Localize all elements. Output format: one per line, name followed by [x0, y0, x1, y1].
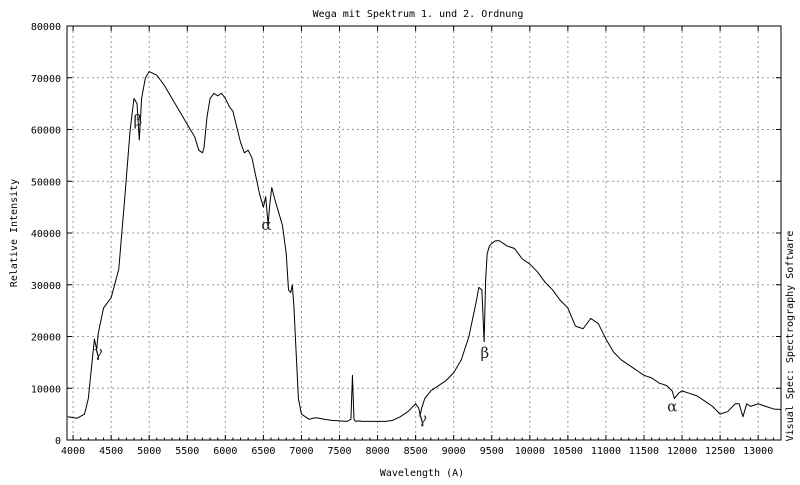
x-tick-label: 12000 [667, 446, 697, 457]
spectral-line-label: β [133, 111, 142, 129]
spectral-line-label: β [481, 344, 490, 362]
y-axis-label: Relative Intensity [9, 179, 20, 287]
x-tick-label: 5000 [137, 446, 161, 457]
side-credit-label: Visual Spec: Spectrography Software [785, 231, 796, 442]
x-tick-label: 9000 [442, 446, 466, 457]
x-tick-label: 6500 [251, 446, 275, 457]
x-tick-label: 12500 [705, 446, 735, 457]
x-tick-label: 10500 [553, 446, 583, 457]
x-tick-label: 11000 [591, 446, 621, 457]
x-tick-label: 8500 [404, 446, 428, 457]
y-tick-label: 60000 [31, 126, 61, 137]
x-tick-label: 7000 [289, 446, 313, 457]
annotations: γ β α γ β α [94, 111, 677, 427]
x-tick-label: 13000 [743, 446, 773, 457]
y-tick-label: 30000 [31, 281, 61, 292]
spectral-line-label: γ [418, 409, 427, 427]
spectral-line-label: α [261, 216, 271, 234]
x-axis-label: Wavelength (A) [380, 468, 464, 479]
series-layer [67, 71, 782, 422]
y-tick-label: 80000 [31, 22, 61, 33]
x-tick-label: 11500 [629, 446, 659, 457]
x-tick-label: 4500 [99, 446, 123, 457]
spectrum-line [67, 71, 782, 422]
y-tick-label: 40000 [31, 229, 61, 240]
x-tick-label: 8000 [366, 446, 390, 457]
x-tick-label: 9500 [480, 446, 504, 457]
y-tick-label: 0 [55, 436, 61, 447]
chart-title: Wega mit Spektrum 1. und 2. Ordnung [313, 9, 524, 20]
x-tick-label: 5500 [175, 446, 199, 457]
x-tick-label: 4000 [61, 446, 85, 457]
axes: 4000 4500 5000 5500 6000 6500 7000 7500 8000 8500… [31, 22, 782, 457]
spectral-line-label: γ [94, 343, 103, 361]
y-tick-label: 70000 [31, 74, 61, 85]
grid [67, 25, 781, 441]
x-tick-label: 6000 [213, 446, 237, 457]
x-tick-label: 7500 [327, 446, 351, 457]
y-tick-label: 10000 [31, 384, 61, 395]
x-tick-label: 10000 [515, 446, 545, 457]
y-tick-label: 50000 [31, 177, 61, 188]
spectral-line-label: α [667, 398, 677, 416]
y-tick-label: 20000 [31, 333, 61, 344]
